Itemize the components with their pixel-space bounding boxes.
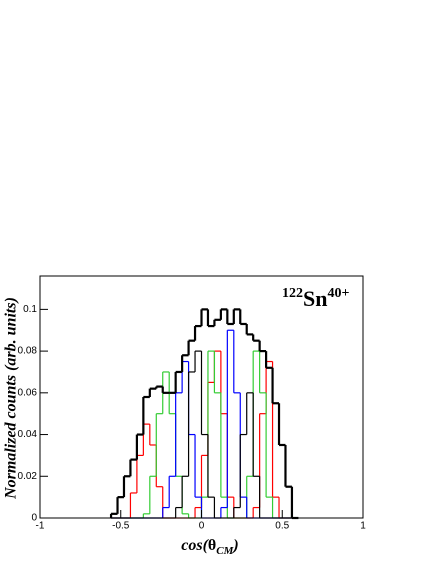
y-axis-label: Normalized counts (arb. units) (3, 297, 20, 500)
x-tick-label: 1 (360, 521, 366, 532)
annotation-mass: 122 (282, 286, 303, 301)
y-tick-label: 0.08 (18, 346, 38, 357)
annotation-element: Sn (303, 286, 327, 311)
x-label-main: cos( (181, 537, 209, 554)
x-tick-label: -1 (36, 521, 45, 532)
x-label-symbol: θ (208, 537, 216, 554)
y-tick-label: 0.02 (18, 471, 38, 482)
y-tick-label: 0.1 (23, 304, 37, 315)
x-tick-label: 0 (199, 521, 205, 532)
x-label-end: ) (231, 537, 238, 554)
y-tick-label: 0.06 (18, 387, 38, 398)
y-tick-label: 0 (31, 513, 37, 524)
annotation-charge: 40+ (327, 286, 349, 301)
x-tick-label: -0.5 (112, 521, 130, 532)
annotation: 122Sn40+ (282, 286, 349, 311)
x-label-sub: CM (216, 545, 234, 557)
x-axis-label: cos(θCM) (181, 537, 238, 557)
y-tick-label: 0.04 (18, 429, 38, 440)
x-tick-label: 0.5 (275, 521, 289, 532)
